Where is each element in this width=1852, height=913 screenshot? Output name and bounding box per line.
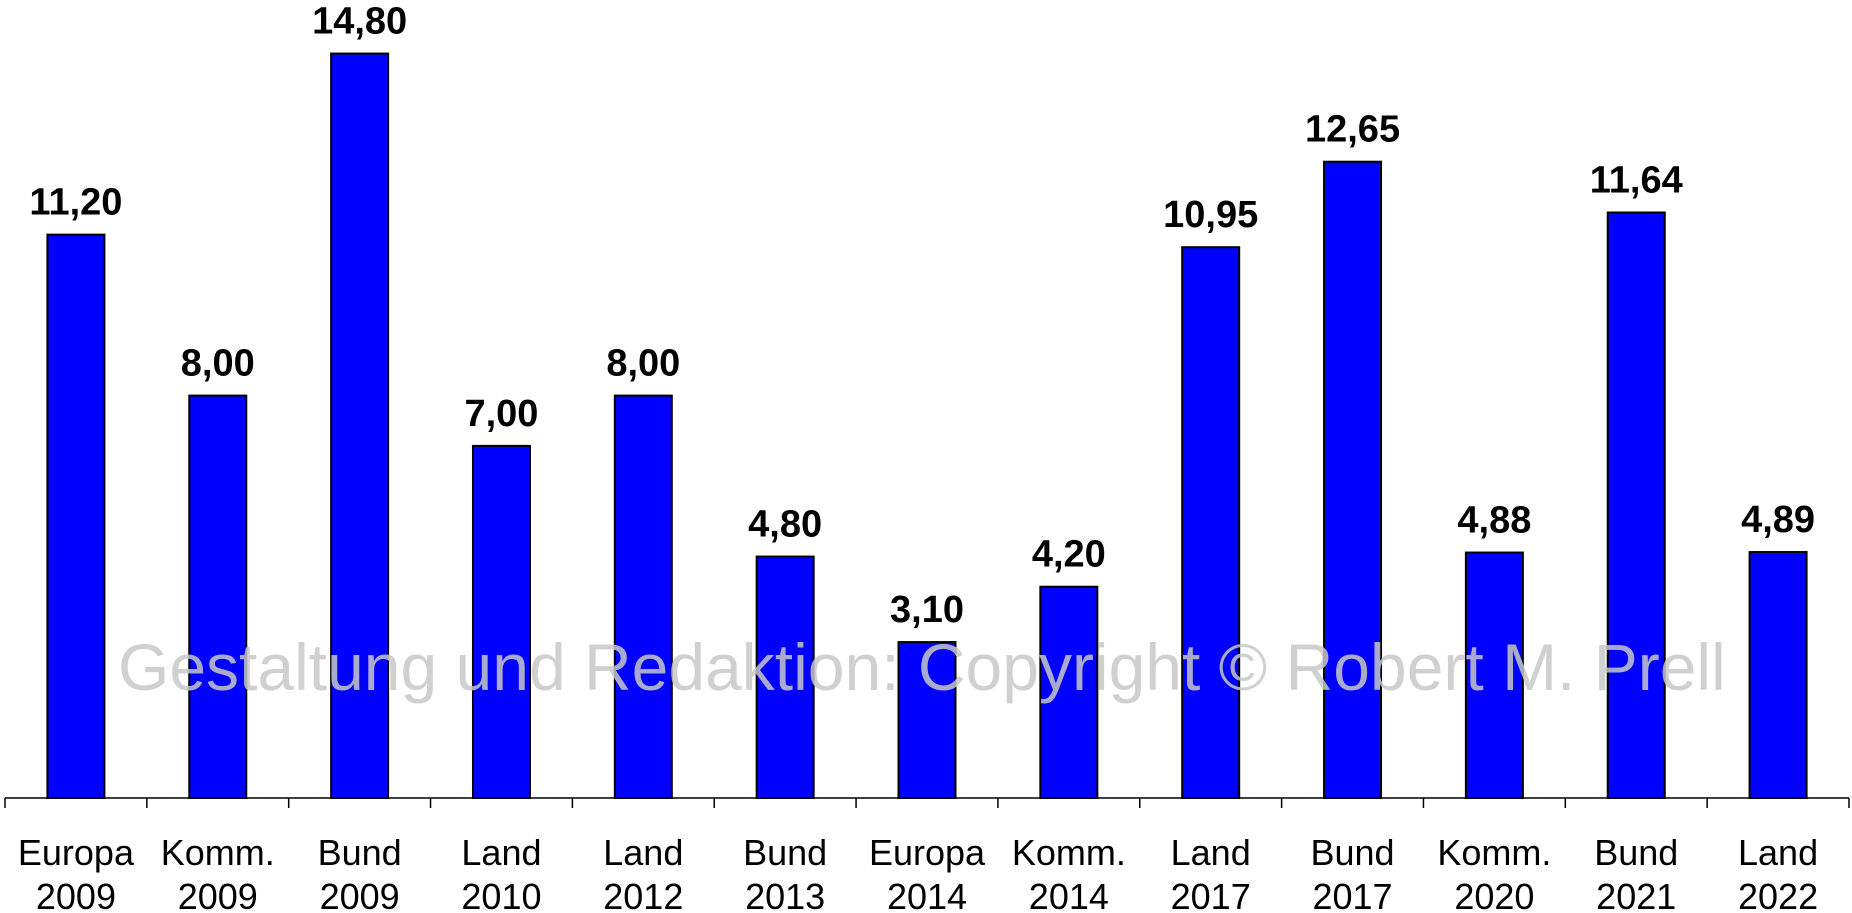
category-label-year: 2020: [1454, 876, 1534, 913]
bar-value-label: 4,80: [748, 504, 822, 546]
category-label-type: Land: [1738, 832, 1818, 873]
bar: [1323, 160, 1383, 799]
category-label-type: Bund: [1594, 832, 1678, 873]
category-label-type: Bund: [318, 832, 402, 873]
bar: [1464, 551, 1524, 800]
bar: [1181, 246, 1241, 799]
bar-value-label: 4,88: [1457, 500, 1531, 542]
bar-value-label: 8,00: [606, 343, 680, 385]
category-label-year: 2021: [1596, 876, 1676, 913]
watermark-text: Gestaltung und Redaktion: Copyright © Ro…: [118, 630, 1726, 704]
bar: [471, 444, 531, 799]
category-label-year: 2009: [36, 876, 116, 913]
category-label-type: Bund: [743, 832, 827, 873]
category-label-year: 2022: [1738, 876, 1818, 913]
bar: [1039, 585, 1099, 799]
bar: [46, 233, 106, 799]
bar: [613, 394, 673, 799]
bar-value-label: 8,00: [181, 343, 255, 385]
bar-value-label: 12,65: [1305, 109, 1400, 151]
bar-value-label: 11,64: [1590, 160, 1683, 202]
category-label-type: Land: [461, 832, 541, 873]
x-axis-ticks-group: [4, 798, 1850, 808]
category-label-type: Komm.: [161, 832, 275, 873]
category-label-year: 2013: [745, 876, 825, 913]
category-label-type: Land: [1171, 832, 1251, 873]
x-axis-labels-group: Europa2009Komm.2009Bund2009Land2010Land2…: [18, 832, 1818, 913]
category-label-type: Bund: [1310, 832, 1394, 873]
bar-value-label: 4,89: [1741, 499, 1815, 541]
category-label-type: Komm.: [1437, 832, 1551, 873]
bar-value-label: 14,80: [312, 1, 407, 43]
category-label-year: 2010: [461, 876, 541, 913]
bar-value-label: 4,20: [1032, 534, 1106, 576]
bars-group: [46, 52, 1808, 800]
category-label-type: Land: [603, 832, 683, 873]
bar: [1606, 211, 1666, 799]
bar-value-label: 7,00: [464, 393, 538, 435]
bar-value-label: 3,10: [890, 589, 964, 631]
bar-value-label: 10,95: [1163, 194, 1258, 236]
bar-value-label: 11,20: [29, 182, 122, 224]
bar: [755, 555, 815, 799]
category-label-year: 2009: [320, 876, 400, 913]
value-labels-group: 11,20 8,00 14,80 7,00 8,00 4,80 3,10 4,20 10,95 1…: [29, 1, 1815, 632]
category-label-year: 2017: [1171, 876, 1251, 913]
bar: [188, 394, 248, 799]
bar: [1748, 551, 1808, 800]
category-label-type: Europa: [18, 832, 135, 873]
category-label-year: 2014: [1029, 876, 1109, 913]
category-label-year: 2012: [603, 876, 683, 913]
category-label-year: 2009: [178, 876, 258, 913]
category-label-type: Europa: [869, 832, 986, 873]
category-label-year: 2014: [887, 876, 967, 913]
category-label-year: 2017: [1312, 876, 1392, 913]
category-label-type: Komm.: [1012, 832, 1126, 873]
bar: [330, 52, 390, 800]
